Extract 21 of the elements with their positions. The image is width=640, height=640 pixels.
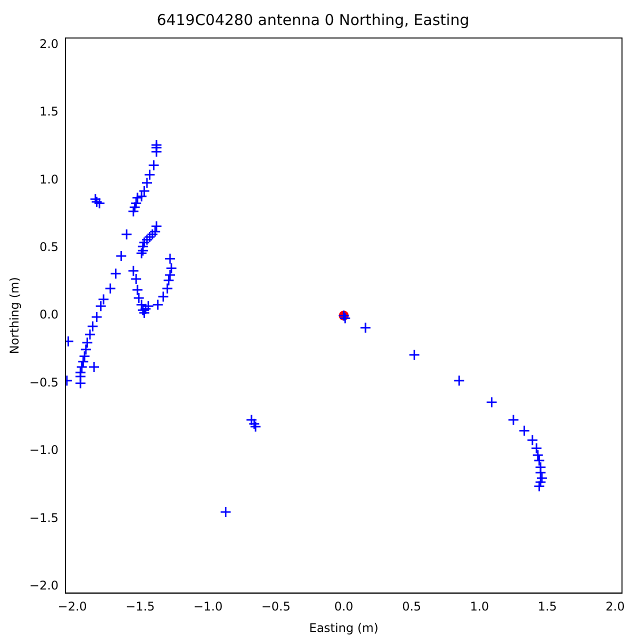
x-tick-label: 2.0	[606, 600, 625, 614]
y-axis-title: Northing (m)	[7, 277, 22, 354]
y-tick-label: 1.0	[39, 172, 59, 186]
y-tick-label: −2.0	[29, 578, 59, 593]
y-tick-label: 1.5	[39, 104, 59, 119]
x-tick-label: 1.0	[470, 600, 490, 614]
y-tick-label: 0.0	[39, 308, 59, 322]
x-tick-label: −0.5	[261, 600, 290, 614]
x-tick-label: 1.5	[538, 600, 557, 614]
chart-title: 6419C04280 antenna 0 Northing, Easting	[156, 10, 470, 29]
y-tick-label: 0.5	[39, 240, 59, 254]
y-tick-label: −1.5	[29, 510, 59, 525]
x-tick-label: 0.5	[402, 600, 422, 614]
x-tick-label: −1.5	[126, 600, 155, 614]
x-tick-label: 0.0	[334, 600, 354, 614]
y-tick-label: −0.5	[29, 375, 59, 390]
x-axis-title: Easting (m)	[309, 620, 378, 635]
x-tick-label: −1.0	[193, 600, 223, 614]
y-tick-label: 2.0	[39, 36, 59, 51]
x-tick-label: −2.0	[58, 600, 87, 614]
y-tick-label: −1.0	[29, 443, 59, 458]
